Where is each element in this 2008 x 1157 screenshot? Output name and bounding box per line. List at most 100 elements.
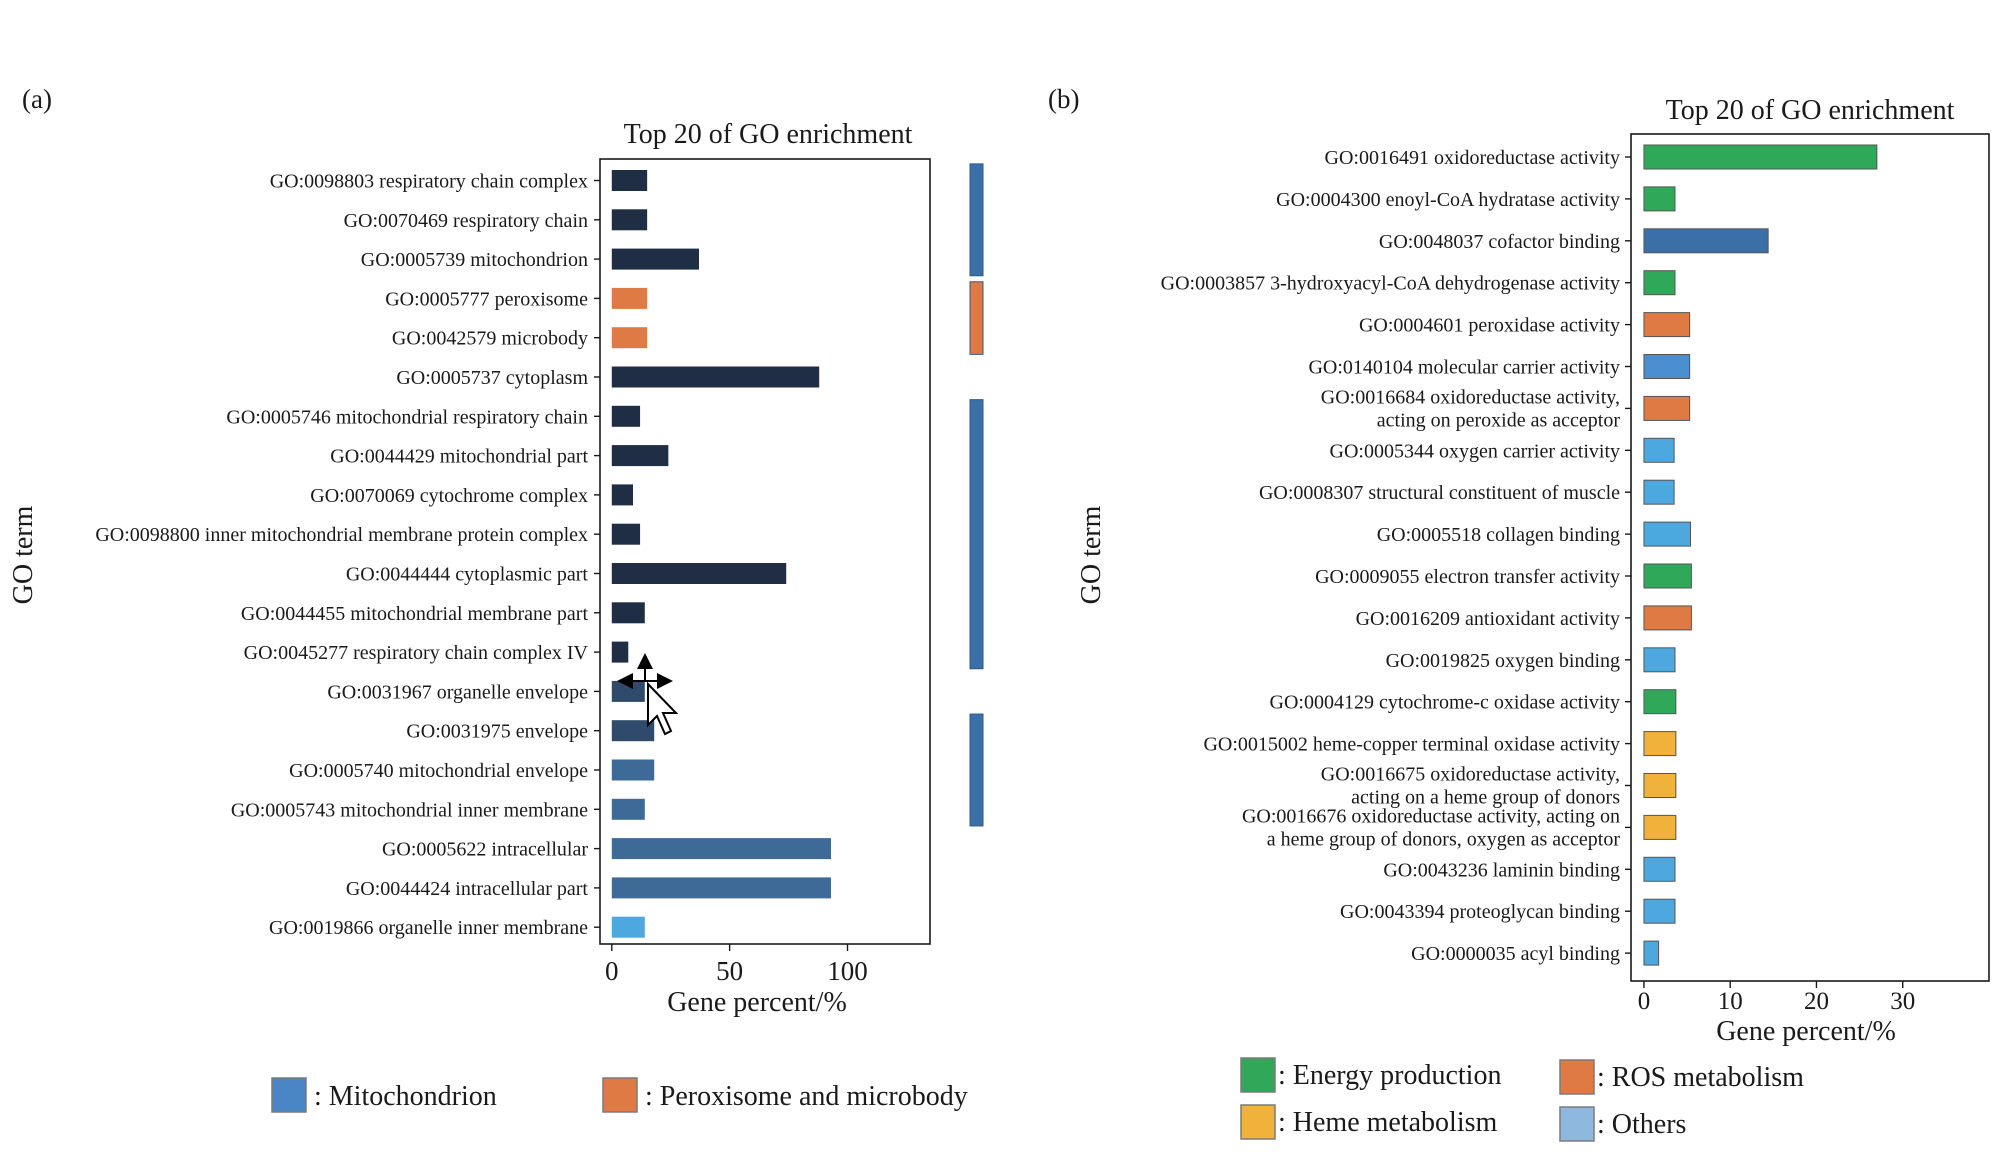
bar xyxy=(611,445,669,467)
y-tick-label: GO:0015002 heme-copper terminal oxidase … xyxy=(1203,734,1620,756)
bar xyxy=(611,484,633,506)
y-tick-label: GO:0098800 inner mitochondrial membrane … xyxy=(95,524,588,546)
y-tick-label: GO:0019825 oxygen binding xyxy=(1386,650,1620,672)
group-marker xyxy=(969,399,984,670)
y-tick-label: GO:0045277 respiratory chain complex IV xyxy=(244,642,589,664)
y-tick-label: a heme group of donors, oxygen as accept… xyxy=(1267,828,1621,850)
group-marker xyxy=(969,281,984,355)
x-tick-label: 30 xyxy=(1890,988,1915,1015)
mouse-cursor-icon xyxy=(617,653,679,736)
y-tick-label: GO:0044444 cytoplasmic part xyxy=(346,564,589,586)
bar xyxy=(1643,605,1692,631)
panel-a-legend: : Mitochondrion : Peroxisome and microbod… xyxy=(271,1077,968,1113)
y-tick-label: GO:0140104 molecular carrier activity xyxy=(1308,357,1620,379)
panel-b-y-axis-label: GO term xyxy=(1076,505,1107,604)
y-tick-label: GO:0009055 electron transfer activity xyxy=(1315,566,1620,588)
panel-b-title: Top 20 of GO enrichment xyxy=(1666,95,1955,126)
bar xyxy=(1643,814,1677,840)
bar xyxy=(1643,856,1676,882)
x-tick-label: 10 xyxy=(1718,988,1743,1015)
x-tick-label: 0 xyxy=(605,956,619,986)
bar xyxy=(611,248,699,270)
panel-a-y-axis-label: GO term xyxy=(8,505,39,604)
legend-swatch xyxy=(1240,1057,1276,1093)
panel-a-y-tick-labels: GO:0098803 respiratory chain complex GO:0… xyxy=(95,171,600,939)
y-tick-label: GO:0019866 organelle inner membrane xyxy=(269,917,588,939)
y-tick-label: GO:0044429 mitochondrial part xyxy=(330,446,588,468)
y-tick-label: acting on peroxide as acceptor xyxy=(1377,409,1621,431)
group-marker xyxy=(969,163,984,277)
y-tick-label: GO:0005518 collagen binding xyxy=(1377,524,1620,546)
bar xyxy=(1643,563,1692,589)
y-tick-label: GO:0005740 mitochondrial envelope xyxy=(289,760,588,782)
y-tick-label: GO:0031967 organelle envelope xyxy=(327,681,588,703)
y-tick-label: GO:0005622 intracellular xyxy=(382,839,588,861)
y-tick-label: GO:0004300 enoyl-CoA hydratase activity xyxy=(1276,189,1620,211)
bar xyxy=(1643,312,1691,338)
bar xyxy=(611,877,831,899)
x-tick-label: 20 xyxy=(1804,988,1829,1015)
y-tick-label: GO:0016675 oxidoreductase activity, xyxy=(1321,764,1620,786)
bar xyxy=(611,680,645,702)
x-tick-label: 50 xyxy=(716,956,743,986)
bar xyxy=(611,209,648,231)
bar xyxy=(1643,898,1676,924)
legend-label: : Peroxisome and microbody xyxy=(645,1081,968,1112)
legend-swatch xyxy=(602,1077,638,1113)
y-tick-label: GO:0005344 oxygen carrier activity xyxy=(1330,440,1620,462)
legend-label: : Others xyxy=(1597,1109,1686,1140)
y-tick-label: GO:0048037 cofactor binding xyxy=(1379,231,1620,253)
y-tick-label: GO:0043394 proteoglycan binding xyxy=(1340,901,1620,923)
y-tick-label: GO:0070069 cytochrome complex xyxy=(310,485,588,507)
bar xyxy=(1643,437,1675,463)
bar xyxy=(611,759,655,781)
legend-swatch xyxy=(1559,1059,1595,1095)
bar xyxy=(611,170,648,191)
y-tick-label: GO:0004129 cytochrome-c oxidase activity xyxy=(1270,692,1620,714)
panel-b-plot-frame xyxy=(1630,133,1990,982)
y-tick-label: GO:0005743 mitochondrial inner membrane xyxy=(231,799,588,821)
panel-b-y-tick-labels: GO:0016491 oxidoreductase activity GO:000… xyxy=(1161,147,1631,965)
y-tick-label: GO:0005777 peroxisome xyxy=(385,288,588,310)
legend-swatch xyxy=(1240,1104,1276,1140)
y-tick-label: GO:0044455 mitochondrial membrane part xyxy=(241,603,589,625)
legend-swatch xyxy=(271,1077,307,1113)
y-tick-label: GO:0005737 cytoplasm xyxy=(396,367,588,389)
y-tick-label: GO:0098803 respiratory chain complex xyxy=(270,171,588,193)
bar xyxy=(1643,228,1769,254)
bar xyxy=(611,641,629,663)
bar xyxy=(611,327,648,349)
bar xyxy=(611,563,787,584)
bar xyxy=(1643,689,1677,715)
bar xyxy=(1643,479,1675,505)
bar xyxy=(611,405,641,427)
panel-b-x-ticks: 0 10 20 30 xyxy=(1638,981,1915,1015)
legend-label: : Heme metabolism xyxy=(1278,1107,1498,1138)
legend-label: : Mitochondrion xyxy=(314,1081,497,1112)
bar xyxy=(611,798,645,820)
y-tick-label: GO:0004601 peroxidase activity xyxy=(1359,315,1620,337)
panel-a-x-ticks: 0 50 100 xyxy=(605,944,868,986)
y-tick-label: GO:0008307 structural constituent of mus… xyxy=(1259,482,1620,504)
y-tick-label: GO:0031975 envelope xyxy=(406,721,588,743)
bar xyxy=(1643,270,1676,296)
y-tick-label: GO:0003857 3-hydroxyacyl-CoA dehydrogena… xyxy=(1161,273,1620,295)
panel-a-x-axis-label: Gene percent/% xyxy=(667,987,847,1018)
panel-a-plot-frame xyxy=(599,158,931,945)
bar xyxy=(611,916,645,938)
panel-a-group-markers xyxy=(969,163,984,827)
panel-a-title: Top 20 of GO enrichment xyxy=(624,119,913,150)
bar xyxy=(611,838,831,860)
panel-b-label: (b) xyxy=(1048,84,1079,114)
panel-b-bars xyxy=(1643,144,1878,966)
legend-label: : ROS metabolism xyxy=(1597,1062,1804,1093)
y-tick-label: GO:0005746 mitochondrial respiratory cha… xyxy=(226,406,588,428)
y-tick-label: GO:0016491 oxidoreductase activity xyxy=(1325,147,1621,169)
x-tick-label: 100 xyxy=(827,956,868,986)
bar xyxy=(1643,395,1691,421)
panel-a: (a) Top 20 of GO enrichment GO:0098803 r… xyxy=(8,84,984,1113)
y-tick-label: GO:0043236 laminin binding xyxy=(1383,859,1620,881)
bar xyxy=(611,523,641,545)
